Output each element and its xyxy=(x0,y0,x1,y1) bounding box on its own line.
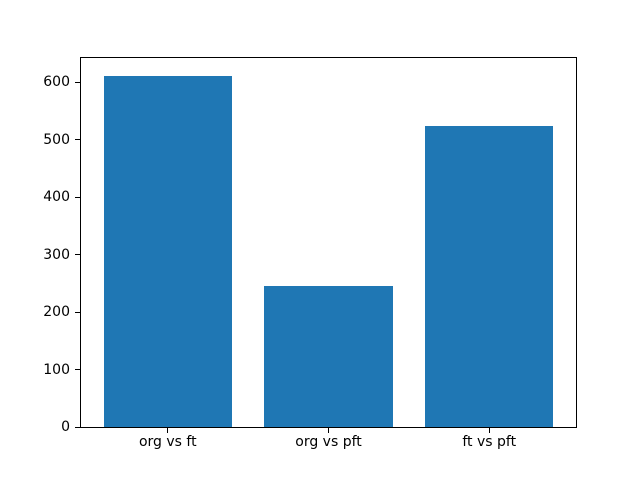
y-tick-label: 300 xyxy=(43,246,70,263)
y-tick-label: 600 xyxy=(43,74,70,91)
x-tick-label: org vs ft xyxy=(138,434,197,450)
bar xyxy=(264,286,393,427)
x-tick-mark xyxy=(328,428,329,433)
y-tick-label: 200 xyxy=(43,304,70,321)
x-tick-label: org vs pft xyxy=(295,434,362,450)
x-tick-mark xyxy=(167,428,169,433)
y-tick-label: 0 xyxy=(61,419,70,435)
y-tick-mark xyxy=(75,369,80,371)
bar xyxy=(424,125,554,427)
x-tick-label: ft vs pft xyxy=(462,434,517,450)
y-tick-mark xyxy=(75,311,80,313)
y-tick-label: 100 xyxy=(43,361,70,378)
y-tick-label: 400 xyxy=(43,189,70,206)
y-tick-mark xyxy=(75,196,80,198)
y-tick-mark xyxy=(75,426,80,428)
y-tick-mark xyxy=(75,139,80,141)
y-tick-mark xyxy=(75,81,80,83)
x-tick-mark xyxy=(488,428,490,433)
bar xyxy=(103,75,233,427)
y-tick-mark xyxy=(75,254,80,256)
y-tick-label: 500 xyxy=(43,131,70,148)
